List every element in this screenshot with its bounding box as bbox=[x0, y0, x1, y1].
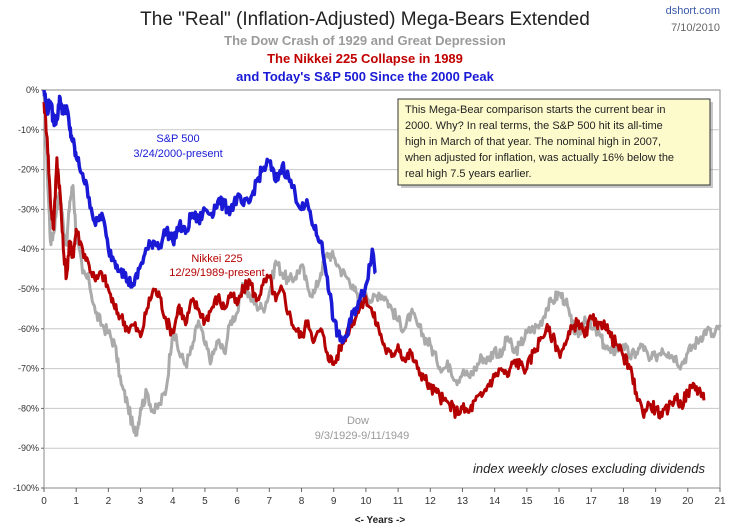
x-tick-label: 7 bbox=[267, 496, 273, 507]
footnote: index weekly closes excluding dividends bbox=[473, 461, 705, 476]
y-tick-label: 0% bbox=[26, 85, 39, 95]
x-tick-label: 14 bbox=[489, 496, 501, 507]
x-tick-label: 2 bbox=[106, 496, 112, 507]
comment-box: This Mega-Bear comparison starts the cur… bbox=[397, 98, 713, 188]
x-axis-label: <- Years -> bbox=[355, 515, 406, 526]
y-tick-label: -40% bbox=[18, 244, 39, 254]
subtitle-nikkei: The Nikkei 225 Collapse in 1989 bbox=[267, 51, 463, 66]
x-tick-label: 9 bbox=[331, 496, 337, 507]
y-tick-label: -70% bbox=[18, 364, 39, 374]
y-tick-label: -80% bbox=[18, 403, 39, 413]
y-tick-label: -50% bbox=[18, 284, 39, 294]
comment-line: 2000. Why? In real terms, the S&P 500 hi… bbox=[405, 120, 663, 132]
comment-line: high in March of that year. The nominal … bbox=[405, 136, 661, 148]
x-tick-label: 21 bbox=[714, 496, 726, 507]
subtitle-dow: The Dow Crash of 1929 and Great Depressi… bbox=[224, 33, 506, 48]
comment-line: when adjusted for inflation, was actuall… bbox=[404, 152, 674, 164]
nikkei-series-name: Nikkei 225 bbox=[191, 253, 242, 265]
y-axis: 0% -10% -20% -30% -40% -50% -60% -70% -80% -90% -1… bbox=[13, 85, 44, 493]
y-tick-label: -100% bbox=[13, 483, 39, 493]
chart-title: The "Real" (Inflation-Adjusted) Mega-Bea… bbox=[140, 9, 590, 30]
x-tick-label: 12 bbox=[425, 496, 437, 507]
y-tick-label: -10% bbox=[18, 125, 39, 135]
date-label: 7/10/2010 bbox=[671, 22, 720, 34]
nikkei-225-series-line bbox=[42, 101, 706, 420]
x-tick-label: 10 bbox=[360, 496, 372, 507]
x-tick-label: 11 bbox=[393, 496, 404, 507]
dow-series-name: Dow bbox=[347, 415, 369, 427]
x-tick-label: 18 bbox=[618, 496, 630, 507]
x-tick-label: 5 bbox=[202, 496, 208, 507]
source-label: dshort.com bbox=[666, 5, 720, 17]
dow-series-range: 9/3/1929-9/11/1949 bbox=[315, 430, 410, 442]
series-group bbox=[42, 89, 722, 437]
sp500-series-name: S&P 500 bbox=[156, 133, 199, 145]
x-tick-label: 17 bbox=[586, 496, 598, 507]
comment-line: real high 7.5 years earlier. bbox=[405, 168, 532, 180]
x-tick-label: 6 bbox=[234, 496, 240, 507]
subtitle-sp500: and Today's S&P 500 Since the 2000 Peak bbox=[236, 69, 494, 84]
x-tick-label: 4 bbox=[170, 496, 176, 507]
x-tick-label: 0 bbox=[41, 496, 47, 507]
x-tick-label: 16 bbox=[553, 496, 565, 507]
x-tick-label: 15 bbox=[521, 496, 533, 507]
x-tick-label: 8 bbox=[299, 496, 305, 507]
x-tick-label: 13 bbox=[457, 496, 469, 507]
x-tick-label: 19 bbox=[650, 496, 662, 507]
x-tick-label: 1 bbox=[73, 496, 79, 507]
sp500-series-range: 3/24/2000-present bbox=[133, 148, 222, 160]
y-tick-label: -90% bbox=[18, 443, 39, 453]
comment-line: This Mega-Bear comparison starts the cur… bbox=[405, 104, 665, 116]
y-tick-label: -30% bbox=[18, 204, 39, 214]
y-tick-label: -60% bbox=[18, 324, 39, 334]
s-p-500-series-line bbox=[42, 89, 377, 345]
nikkei-series-range: 12/29/1989-present bbox=[169, 267, 264, 279]
x-tick-label: 20 bbox=[682, 496, 694, 507]
y-tick-label: -20% bbox=[18, 165, 39, 175]
x-tick-label: 3 bbox=[138, 496, 144, 507]
x-axis: 0 1 2 3 4 5 6 7 8 9 10 11 12 13 14 15 16 17 18 19 20 21 bbox=[41, 488, 726, 507]
